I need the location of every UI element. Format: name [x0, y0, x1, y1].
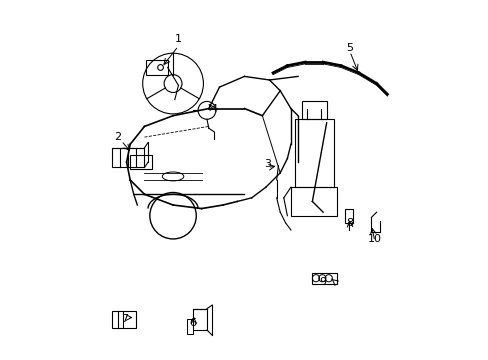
- Bar: [192, 309, 206, 330]
- Bar: [187, 319, 192, 334]
- Text: 10: 10: [367, 234, 381, 244]
- Bar: [294, 119, 333, 187]
- Text: 2: 2: [114, 132, 121, 142]
- Text: 7: 7: [121, 314, 128, 324]
- Text: 9: 9: [319, 277, 326, 287]
- Text: 6: 6: [189, 318, 196, 328]
- Text: 5: 5: [346, 43, 353, 53]
- Bar: [130, 155, 151, 169]
- Bar: [290, 187, 337, 216]
- Bar: [146, 60, 167, 75]
- Bar: [301, 102, 326, 119]
- Bar: [112, 311, 135, 328]
- Bar: [112, 148, 144, 167]
- Bar: [344, 208, 353, 223]
- Text: 1: 1: [175, 34, 182, 44]
- Text: 3: 3: [264, 159, 271, 169]
- Text: 4: 4: [210, 104, 217, 113]
- Bar: [312, 273, 336, 284]
- Text: 8: 8: [346, 218, 353, 228]
